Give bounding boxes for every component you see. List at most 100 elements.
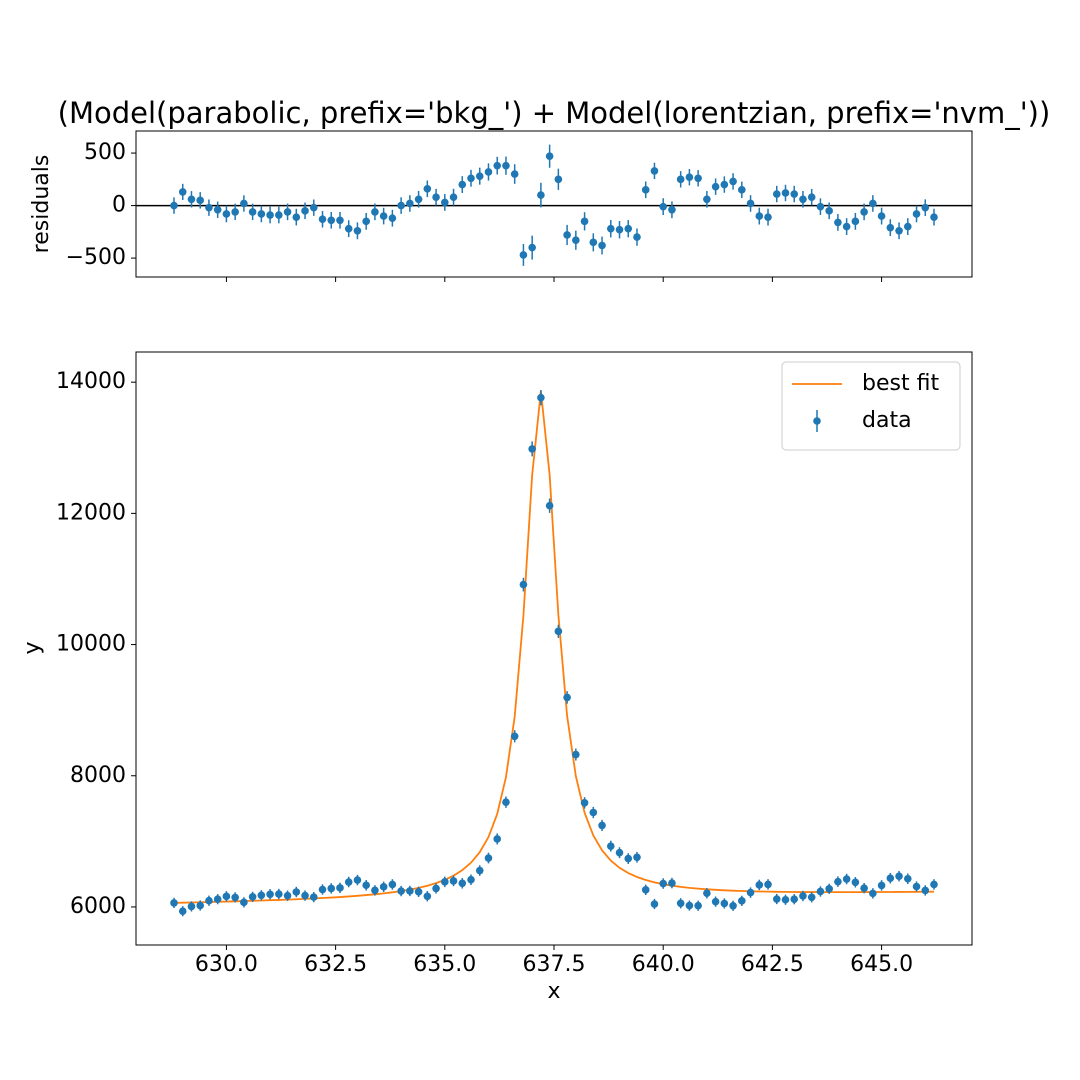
data-point: [589, 808, 598, 817]
data-point: [729, 901, 737, 910]
data-point: [790, 895, 799, 904]
data-point: [475, 866, 484, 875]
data-point: [606, 842, 615, 850]
data-point: [248, 208, 257, 216]
data-point: [912, 210, 921, 218]
data-point: [825, 885, 833, 893]
data-point: [493, 161, 502, 170]
data-point: [554, 627, 563, 636]
data-point: [598, 241, 606, 250]
x-tick-label: 630.0: [195, 952, 258, 977]
data-point: [510, 732, 519, 741]
data-point: [807, 893, 816, 902]
data-point: [510, 170, 519, 178]
data-point: [318, 215, 327, 224]
data-point: [545, 501, 554, 510]
data-point: [703, 195, 711, 204]
data-point: [598, 821, 606, 830]
y-tick-label: 8000: [70, 763, 126, 788]
data-point: [336, 216, 344, 225]
data-point: [851, 217, 860, 226]
data-point: [257, 891, 266, 900]
data-point: [406, 199, 414, 208]
data-point: [301, 207, 309, 215]
x-tick-label: 640.0: [632, 952, 695, 977]
data-point: [388, 214, 397, 222]
data-point: [799, 892, 807, 900]
y-tick-label: 6000: [70, 894, 126, 919]
data-point: [825, 207, 833, 215]
data-point: [292, 213, 301, 221]
data-point: [449, 193, 458, 201]
data-point: [790, 190, 799, 198]
data-point: [729, 177, 737, 186]
x-tick-label: 645.0: [850, 952, 913, 977]
data-point: [545, 152, 554, 161]
data-point: [895, 226, 903, 235]
y-tick-label: 0: [112, 193, 126, 218]
data-point: [659, 879, 667, 888]
data-point: [441, 198, 449, 207]
data-point: [467, 174, 475, 183]
data-point: [720, 899, 729, 908]
data-point: [231, 208, 239, 216]
data-point: [475, 172, 484, 180]
data-point: [563, 693, 571, 702]
data-point: [877, 881, 886, 890]
axes-frame: [135, 351, 973, 946]
data-point: [580, 217, 589, 226]
data-point: [676, 899, 685, 908]
data-point: [441, 878, 449, 886]
data-point: [353, 876, 362, 884]
data-point: [764, 880, 772, 889]
data-point: [615, 225, 624, 234]
x-tick-label: 635.0: [413, 952, 476, 977]
data-point: [694, 174, 702, 183]
data-point: [240, 199, 248, 208]
data-point: [240, 898, 248, 907]
data-point: [641, 886, 650, 894]
data-point: [344, 878, 353, 886]
data-point: [318, 885, 327, 894]
data-point: [650, 900, 659, 908]
data-point: [930, 880, 938, 889]
data-point: [895, 872, 903, 880]
data-point: [266, 211, 274, 219]
data-point: [458, 879, 467, 888]
data-point: [170, 899, 178, 907]
data-point: [772, 895, 781, 903]
y-axis-label: y: [20, 641, 45, 654]
data-point: [187, 195, 196, 204]
data-point: [379, 883, 388, 891]
data-point: [842, 222, 851, 231]
data-point: [458, 180, 467, 189]
data-point: [572, 236, 580, 245]
data-point: [755, 881, 764, 889]
data-point: [493, 835, 502, 843]
x-tick-label: 642.5: [741, 952, 804, 977]
data-point: [633, 233, 641, 241]
data-point: [327, 884, 336, 893]
data-point: [860, 884, 868, 892]
data-point: [580, 799, 589, 807]
data-point: [633, 853, 641, 862]
data-point: [388, 880, 397, 889]
data-point: [869, 199, 877, 208]
data-point: [764, 213, 772, 221]
data-point: [537, 393, 545, 402]
legend-label: best fit: [862, 371, 939, 396]
data-point: [685, 901, 694, 910]
data-point: [860, 208, 868, 216]
chart-title: (Model(parabolic, prefix='bkg_') + Model…: [58, 96, 1051, 130]
data-point: [528, 243, 536, 252]
data-point: [851, 878, 860, 887]
data-point: [371, 208, 379, 216]
data-point: [668, 879, 676, 887]
data-point: [781, 189, 790, 197]
data-point: [554, 175, 563, 184]
data-point: [196, 196, 205, 205]
data-point: [327, 216, 336, 225]
data-point: [353, 226, 362, 235]
